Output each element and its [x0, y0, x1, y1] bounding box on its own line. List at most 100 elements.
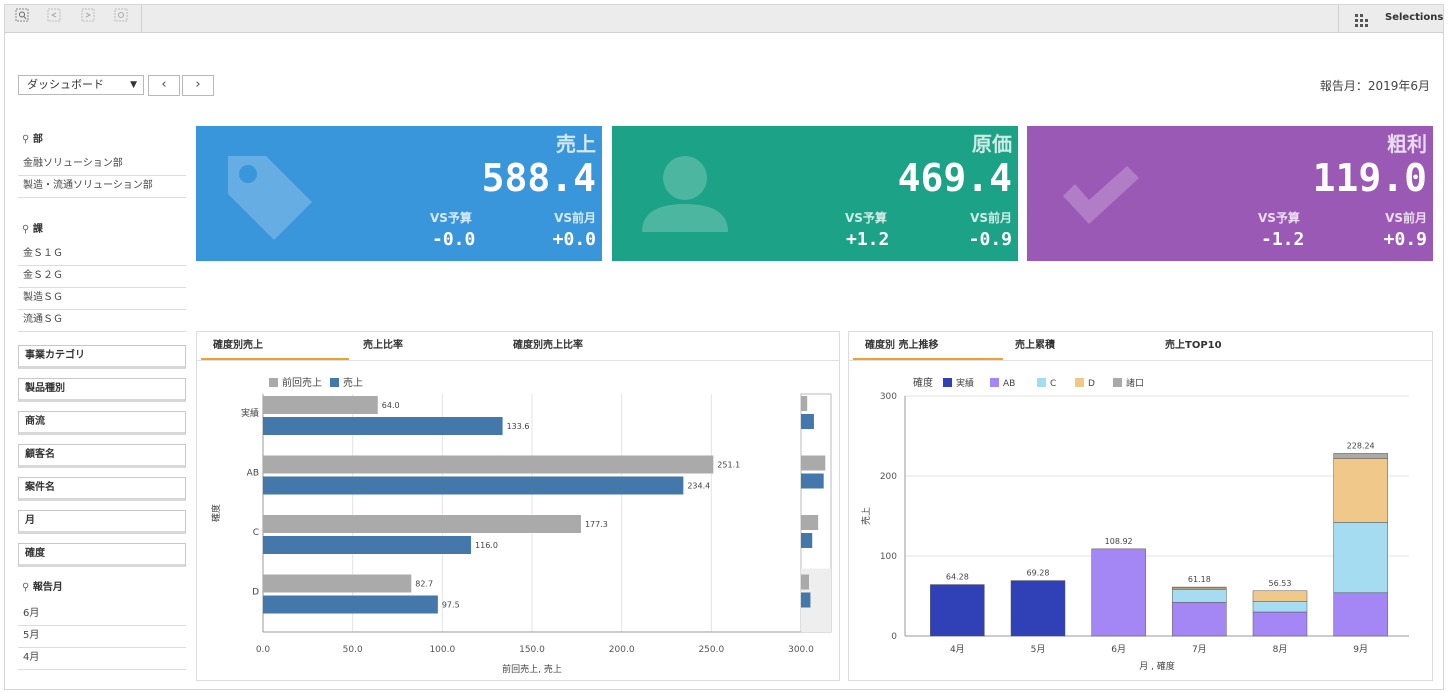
filter-item-dept-manufacturing[interactable]: 製造・流通ソリューション部 [18, 176, 186, 198]
person-icon [642, 156, 728, 232]
y-axis-title: 確度 [210, 504, 222, 522]
data-label: 64.0 [382, 401, 400, 410]
filter-item-section[interactable]: 金Ｓ２Ｇ [18, 266, 186, 288]
kpi-vs-prev-label: VS前月 [970, 211, 1012, 225]
kpi-vs-prev-label: VS前月 [554, 211, 596, 225]
stacked-bar-segment [1333, 522, 1388, 594]
filter-item-report-month[interactable]: 6月 [18, 604, 186, 626]
filter-confidence[interactable]: 確度 [18, 543, 186, 567]
filter-item-section[interactable]: 製造ＳＧ [18, 288, 186, 310]
minichart-bar [801, 592, 811, 608]
kpi-vs-prev-label: VS前月 [1385, 211, 1427, 225]
tab-confidence-sales-ratio[interactable]: 確度別売上比率 [513, 340, 583, 351]
chevron-left-icon: ‹ [161, 77, 167, 92]
minichart-bar [801, 533, 813, 548]
kpi-title: 原価 [972, 132, 1012, 156]
legend-swatch [330, 378, 339, 387]
check-icon [1063, 166, 1139, 224]
filter-item-report-month[interactable]: 4月 [18, 648, 186, 670]
legend-swatch [1075, 378, 1084, 387]
bar [263, 536, 472, 554]
sheet-dropdown[interactable]: ダッシュボード ▼ [18, 75, 144, 95]
filter-item-dept-finance[interactable]: 金融ソリューション部 [18, 154, 186, 176]
legend-title: 確度 [913, 376, 933, 389]
filter-product-type[interactable]: 製品種別 [18, 378, 186, 402]
stacked-bar-segment [1172, 602, 1227, 637]
filter-section-title[interactable]: ⚲ 課 [22, 224, 43, 235]
legend-swatch [269, 378, 278, 387]
kpi-card-gross-profit[interactable]: 粗利 119.0 VS予算 -1.2 VS前月 +0.9 [1027, 126, 1433, 261]
tab-divider [849, 360, 1432, 361]
next-sheet-button[interactable]: › [182, 75, 214, 96]
selections-grid-icon [1355, 12, 1368, 31]
filter-business-category[interactable]: 事業カテゴリ [18, 345, 186, 369]
legend-label: AB [1003, 379, 1015, 389]
tab-divider [197, 360, 839, 361]
filter-item-section[interactable]: 流通ＳＧ [18, 310, 186, 332]
total-data-label: 56.53 [1269, 579, 1292, 588]
data-label: 177.3 [585, 520, 608, 529]
data-label: 82.7 [415, 580, 433, 589]
legend-label: D [1088, 379, 1095, 389]
x-tick-label: 0.0 [256, 645, 271, 655]
data-label: 116.0 [475, 541, 498, 550]
y-category-label: 実績 [241, 407, 259, 419]
kpi-vs-budget-label: VS予算 [1258, 211, 1300, 225]
kpi-vs-budget-value: +1.2 [846, 229, 890, 250]
smart-search-icon[interactable] [11, 8, 33, 28]
tab-sales-top10[interactable]: 売上TOP10 [1165, 340, 1222, 351]
stacked-bar-segment [1333, 458, 1388, 523]
x-tick-label: 250.0 [698, 645, 724, 655]
minichart-bar [801, 574, 810, 590]
filter-project-name[interactable]: 案件名 [18, 477, 186, 501]
filter-commercial-flow[interactable]: 商流 [18, 411, 186, 435]
y-tick-label: 300 [880, 392, 897, 402]
stacked-bar-segment [1091, 548, 1146, 637]
step-back-icon[interactable] [43, 8, 65, 28]
previous-sheet-button[interactable]: ‹ [148, 75, 180, 96]
kpi-value: 588.4 [481, 156, 596, 200]
x-category-label: 6月 [1111, 644, 1126, 655]
report-month-label: 報告月：2019年6月 [1319, 79, 1430, 93]
y-category-label: D [252, 588, 259, 598]
bar [263, 595, 438, 614]
tab-confidence-sales-trend[interactable]: 確度別 売上推移 [853, 332, 1003, 360]
kpi-vs-budget-value: -1.2 [1261, 229, 1305, 250]
tab-cumulative-sales[interactable]: 売上累積 [1015, 340, 1055, 351]
x-category-label: 7月 [1192, 644, 1207, 655]
kpi-vs-budget-label: VS予算 [430, 211, 472, 225]
stacked-bar-chart[interactable]: 0 100 200 300 確度 実績 AB C D 諸口 64.28 4月 69.28 5月 108.92… [849, 362, 1432, 680]
total-data-label: 69.28 [1027, 569, 1050, 578]
x-axis-title: 前回売上, 売上 [502, 663, 562, 675]
selections-button[interactable]: Selections [1338, 5, 1443, 32]
filter-item-report-month[interactable]: 5月 [18, 626, 186, 648]
kpi-card-cost[interactable]: 原価 469.4 VS予算 +1.2 VS前月 -0.9 [612, 126, 1018, 261]
filter-customer-name[interactable]: 顧客名 [18, 444, 186, 468]
filter-item-section[interactable]: 金Ｓ１Ｇ [18, 244, 186, 266]
x-category-label: 9月 [1353, 644, 1368, 655]
stacked-bar-segment [1172, 589, 1227, 603]
selections-label: Selections [1385, 12, 1444, 23]
legend-label: 売上 [343, 376, 363, 389]
horizontal-bar-chart[interactable]: 0.0 50.0 100.0 150.0 200.0 250.0 300.0 前回売上 売上実績… [197, 362, 839, 680]
filter-month[interactable]: 月 [18, 510, 186, 534]
filter-report-month-title[interactable]: ⚲ 報告月 [22, 582, 63, 593]
tab-sales-ratio[interactable]: 売上比率 [363, 340, 403, 351]
legend-swatch [1113, 378, 1122, 387]
x-tick-label: 200.0 [609, 645, 635, 655]
filter-dept-title[interactable]: ⚲ 部 [22, 134, 43, 145]
total-data-label: 228.24 [1347, 441, 1375, 450]
kpi-vs-prev-value: +0.9 [1383, 229, 1427, 250]
kpi-card-sales[interactable]: 売上 588.4 VS予算 -0.0 VS前月 +0.0 [196, 126, 602, 261]
kpi-vs-budget-label: VS予算 [845, 211, 887, 225]
x-tick-label: 100.0 [429, 645, 455, 655]
total-data-label: 61.18 [1188, 575, 1211, 584]
data-label: 251.1 [717, 461, 740, 470]
step-forward-icon[interactable] [77, 8, 99, 28]
clear-selections-icon[interactable] [110, 8, 132, 28]
total-data-label: 64.28 [946, 573, 969, 582]
minichart-bar [801, 396, 808, 411]
panel-confidence-sales-trend: 確度別 売上推移 売上累積 売上TOP10 0 100 200 300 確度 実績 AB C D… [848, 331, 1433, 681]
tab-confidence-sales[interactable]: 確度別売上 [201, 332, 349, 360]
x-tick-label: 150.0 [519, 645, 545, 655]
